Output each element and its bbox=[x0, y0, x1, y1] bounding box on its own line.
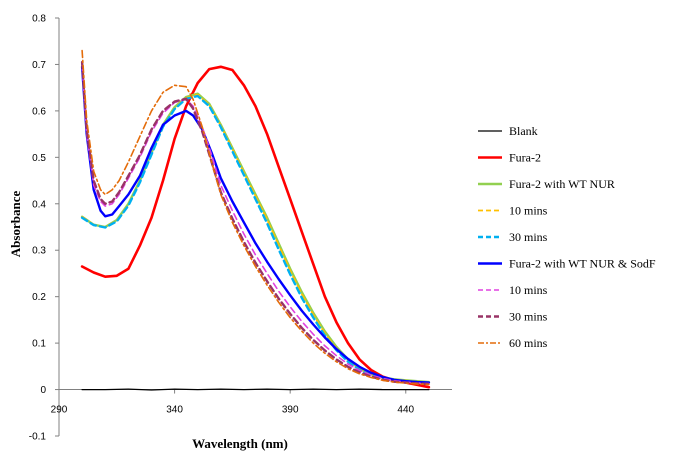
legend-item: 60 mins bbox=[478, 336, 548, 350]
legend-label: 60 mins bbox=[509, 336, 548, 350]
y-axis-title: Absorbance bbox=[8, 191, 23, 258]
x-tick-label: 340 bbox=[166, 405, 183, 416]
legend-label: Fura-2 with WT NUR bbox=[509, 177, 615, 191]
series-line-fura-2-1 bbox=[80, 65, 431, 389]
legend-item: 30 mins bbox=[478, 310, 548, 324]
series-layer bbox=[80, 49, 431, 391]
legend-label: 30 mins bbox=[509, 230, 548, 244]
legend-label: Fura-2 with WT NUR & SodF bbox=[509, 257, 656, 271]
y-tick-label: 0.1 bbox=[32, 339, 46, 350]
legend-item: 10 mins bbox=[478, 204, 548, 218]
legend: Blank Fura-2 Fura-2 with WT NUR 10 mins 30 m… bbox=[478, 124, 656, 350]
y-axis: -0.1 0 0.1 0.2 0.3 0.4 0.5 0.6 0.7 0.8 bbox=[29, 14, 60, 443]
legend-label: 10 mins bbox=[509, 204, 548, 218]
series-line-fura-2-with-wt-nur-2 bbox=[80, 92, 431, 384]
legend-item: Fura-2 with WT NUR & SodF bbox=[478, 257, 656, 271]
series-line-10-mins-6 bbox=[81, 63, 430, 385]
series-line-blank-0 bbox=[81, 388, 430, 391]
series-line-60-mins-8 bbox=[81, 49, 430, 386]
legend-item: 10 mins bbox=[478, 283, 548, 297]
legend-item: Fura-2 with WT NUR bbox=[478, 177, 615, 191]
y-tick-label: 0.7 bbox=[32, 60, 46, 71]
x-tick-label: 440 bbox=[397, 405, 414, 416]
x-axis-title: Wavelength (nm) bbox=[192, 436, 288, 451]
series-line-10-mins-3 bbox=[81, 93, 430, 384]
y-tick-label: 0 bbox=[40, 385, 46, 396]
series-line-30-mins-4 bbox=[80, 94, 431, 384]
legend-item: Blank bbox=[478, 124, 538, 138]
y-tick-label: 0.4 bbox=[32, 199, 46, 210]
legend-item: 30 mins bbox=[478, 230, 548, 244]
series-line-fura-2-with-wt-nur-sodf-5 bbox=[80, 65, 431, 384]
legend-label: Blank bbox=[509, 124, 538, 138]
y-tick-label: 0.5 bbox=[32, 153, 46, 164]
y-tick-label: 0.6 bbox=[32, 106, 46, 117]
legend-label: Fura-2 bbox=[509, 151, 541, 165]
series-line-30-mins-7 bbox=[80, 60, 431, 386]
legend-label: 30 mins bbox=[509, 310, 548, 324]
x-axis: 290 340 390 440 bbox=[51, 389, 452, 416]
y-tick-label: 0.8 bbox=[32, 14, 46, 25]
x-tick-label: 390 bbox=[282, 405, 299, 416]
legend-label: 10 mins bbox=[509, 283, 548, 297]
y-tick-label: 0.2 bbox=[32, 292, 46, 303]
y-tick-label: 0.3 bbox=[32, 246, 46, 257]
x-tick-label: 290 bbox=[51, 405, 68, 416]
y-tick-label: -0.1 bbox=[29, 432, 47, 443]
legend-item: Fura-2 bbox=[478, 151, 541, 165]
